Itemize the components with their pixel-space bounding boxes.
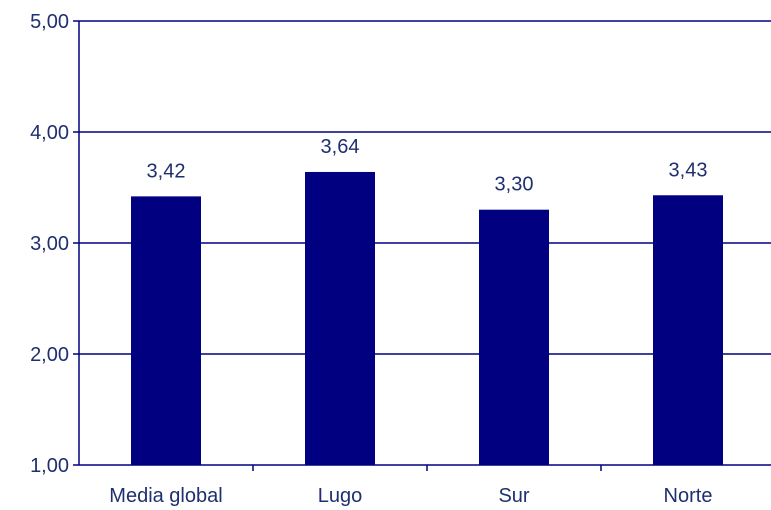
x-category-label: Sur bbox=[498, 485, 529, 507]
y-tick-label: 1,00 bbox=[30, 455, 69, 477]
y-tick-label: 5,00 bbox=[30, 11, 69, 33]
bar bbox=[479, 209, 549, 465]
data-label: 3,64 bbox=[321, 136, 360, 158]
x-category-label: Norte bbox=[664, 485, 713, 507]
data-label: 3,42 bbox=[147, 160, 186, 182]
y-tick-label: 4,00 bbox=[30, 122, 69, 144]
x-category-label: Lugo bbox=[318, 485, 363, 507]
labels: 1,00 2,00 3,00 4,00 5,00 3,42 Media global 3,64… bbox=[30, 11, 712, 507]
y-tick-label: 3,00 bbox=[30, 233, 69, 255]
bars bbox=[131, 171, 723, 465]
data-label: 3,43 bbox=[669, 159, 708, 181]
data-label: 3,30 bbox=[495, 174, 534, 196]
axes bbox=[73, 20, 771, 471]
y-tick-label: 2,00 bbox=[30, 344, 69, 366]
bar bbox=[305, 171, 375, 465]
bar bbox=[131, 196, 201, 465]
x-category-label: Media global bbox=[109, 485, 222, 507]
bar bbox=[653, 195, 723, 465]
